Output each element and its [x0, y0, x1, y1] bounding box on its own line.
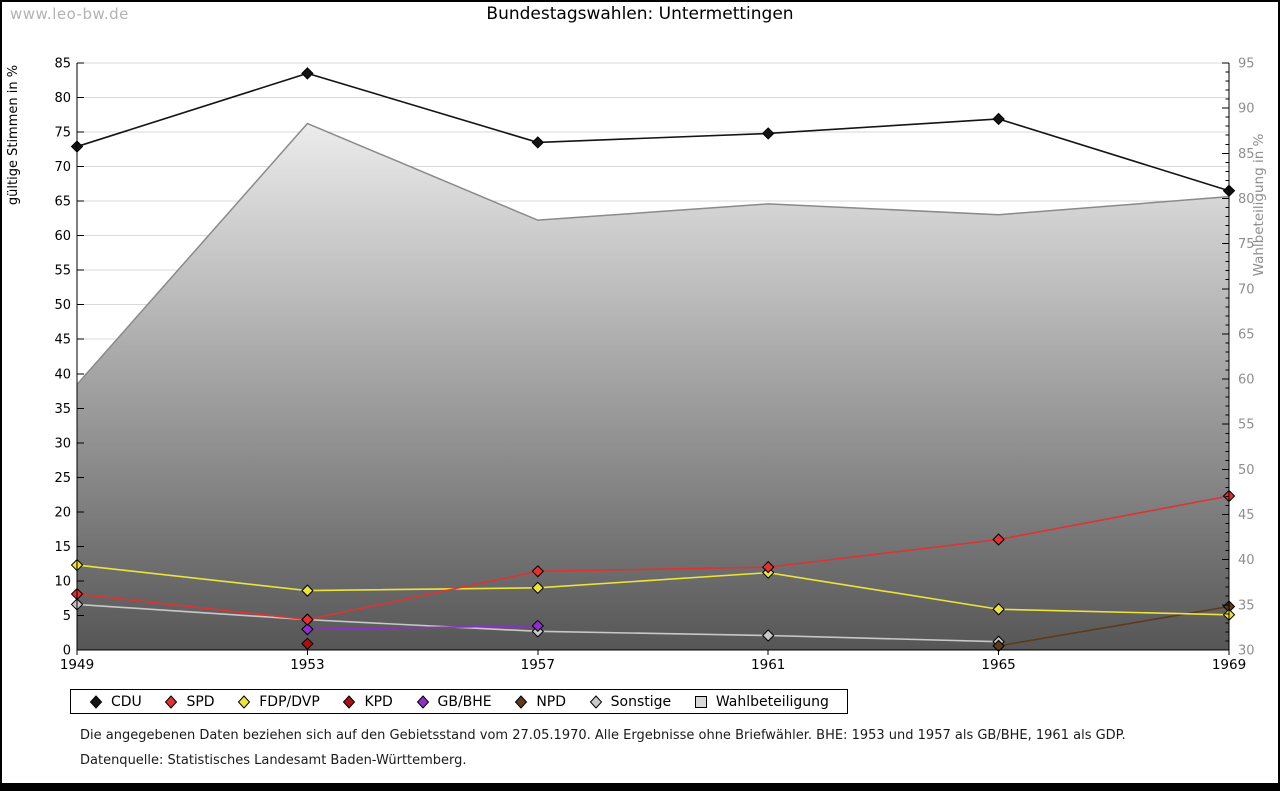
legend-label-spd: SPD: [186, 693, 215, 710]
tick-label-right: 70: [1238, 282, 1255, 297]
tick-label-left: 30: [54, 436, 71, 451]
axis-title-right: Wahlbeteiligung in %: [1251, 133, 1267, 276]
tick-label-left: 5: [63, 609, 71, 624]
chart-title: Bundestagswahlen: Untermettingen: [486, 4, 794, 24]
legend-marker-kpd: [343, 694, 356, 709]
tick-label-left: 10: [54, 574, 71, 589]
tick-label-right: 90: [1238, 102, 1255, 117]
marker-gb-bhe-1957: [531, 619, 545, 633]
marker-spd-1961: [761, 560, 775, 574]
legend-item-npd: NPD: [514, 694, 566, 710]
series-line-cdu: [76, 72, 1230, 192]
legend-marker-fdp-dvp: [238, 694, 251, 709]
legend-label-fdp-dvp: FDP/DVP: [259, 693, 320, 710]
legend-item-fdp-dvp: FDP/DVP: [237, 694, 320, 710]
tick-label-left: 15: [54, 540, 71, 555]
series-line-spd: [76, 495, 1230, 621]
legend-item-gb-bhe: GB/BHE: [416, 694, 492, 710]
legend-label-gb-bhe: GB/BHE: [437, 693, 492, 710]
legend-item-kpd: KPD: [342, 693, 393, 710]
marker-kpd-1953: [301, 637, 314, 650]
tick-label-right: 30: [1238, 644, 1255, 659]
series-line-npd: [998, 605, 1230, 647]
marker-spd-1965: [992, 533, 1005, 546]
tick-label-left: 45: [54, 333, 71, 348]
chart-legend: CDU SPD FDP/DVP KPD GB/BHE NPD Sonstige Wahlbet…: [70, 689, 848, 714]
legend-marker-cdu: [89, 694, 103, 709]
legend-label-kpd: KPD: [364, 693, 393, 710]
marker-cdu-1961: [761, 127, 775, 140]
marker-cdu-1957: [531, 136, 545, 149]
marker-fdp-dvp-1957: [531, 581, 545, 595]
tick-label-right: 55: [1238, 418, 1255, 433]
area-edge-wahlbeteiligung: [76, 122, 1230, 385]
footnote-datenquelle: Datenquelle: Statistisches Landesamt Bad…: [80, 753, 467, 768]
legend-label-sonstige: Sonstige: [610, 693, 672, 710]
tick-label-left: 25: [54, 471, 71, 486]
legend-item-spd: SPD: [164, 693, 215, 710]
tick-label-left: 85: [54, 57, 71, 72]
marker-spd-1953: [301, 613, 314, 626]
tick-label-right: 45: [1238, 508, 1255, 523]
tick-label-left: 75: [54, 126, 71, 141]
marker-cdu-1965: [992, 112, 1005, 126]
marker-cdu-1953: [301, 67, 314, 80]
marker-sonstige-1961: [761, 629, 775, 642]
marker-fdp-dvp-1953: [301, 584, 314, 597]
legend-marker-wahlbeteiligung: [694, 695, 707, 708]
legend-item-sonstige: Sonstige: [589, 693, 672, 710]
tick-label-right: 40: [1238, 553, 1255, 568]
tick-label-right: 85: [1238, 147, 1255, 162]
legend-marker-spd: [165, 694, 178, 709]
series-line-gb-bhe: [307, 625, 538, 631]
tick-label-left: 55: [54, 264, 71, 279]
watermark-leo-bw: www.leo-bw.de: [10, 5, 129, 23]
tick-label-left: 20: [54, 505, 71, 520]
legend-label-npd: NPD: [536, 693, 567, 710]
tick-label-left: 40: [54, 367, 71, 382]
tick-label-right: 65: [1238, 327, 1255, 342]
tick-label-left: 35: [54, 402, 71, 417]
chart: 0 5 10 15 20 25 30 35 40 45 50 55 60 65 70 75 80 85 30 35 40…: [6, 57, 1267, 674]
area-wahlbeteiligung: [77, 123, 1229, 650]
marker-fdp-dvp-1965: [992, 603, 1005, 616]
x-label-1969: 1969: [1212, 657, 1246, 673]
tick-label-left: 80: [54, 91, 71, 106]
tick-label-left: 50: [54, 298, 71, 313]
tick-label-right: 35: [1238, 598, 1255, 613]
tick-label-right: 60: [1238, 373, 1255, 388]
legend-marker-npd: [515, 694, 528, 709]
x-label-1957: 1957: [521, 657, 555, 673]
legend-item-wahlbeteiligung: Wahlbeteiligung: [694, 694, 829, 710]
tick-label-right: 95: [1238, 57, 1255, 72]
tick-label-left: 65: [54, 195, 71, 210]
legend-item-cdu: CDU: [89, 694, 142, 710]
tick-label-right: 75: [1238, 237, 1255, 252]
series-line-fdp-dvp: [76, 564, 1230, 616]
marker-gb-bhe-1953: [301, 623, 314, 636]
footnote-gebietsstand: Die angegebenen Daten beziehen sich auf …: [80, 728, 1126, 743]
tick-label-left: 0: [63, 644, 71, 659]
axis-title-left: gültige Stimmen in %: [6, 65, 21, 205]
tick-label-right: 50: [1238, 463, 1255, 478]
x-label-1953: 1953: [290, 657, 324, 673]
x-label-1965: 1965: [981, 657, 1015, 673]
marker-spd-1957: [531, 565, 545, 578]
tick-label-left: 60: [54, 229, 71, 244]
legend-label-cdu: CDU: [111, 693, 142, 710]
legend-label-wahlbeteiligung: Wahlbeteiligung: [715, 693, 829, 710]
tick-label-left: 70: [54, 160, 71, 175]
legend-marker-sonstige: [589, 694, 602, 709]
x-label-1949: 1949: [60, 657, 94, 673]
legend-marker-gb-bhe: [416, 694, 429, 709]
chart-canvas: 0 5 10 15 20 25 30 35 40 45 50 55 60 65 70 75 80 85 30 35 40…: [6, 57, 1267, 674]
x-label-1961: 1961: [751, 657, 785, 673]
tick-label-right: 80: [1238, 192, 1255, 207]
